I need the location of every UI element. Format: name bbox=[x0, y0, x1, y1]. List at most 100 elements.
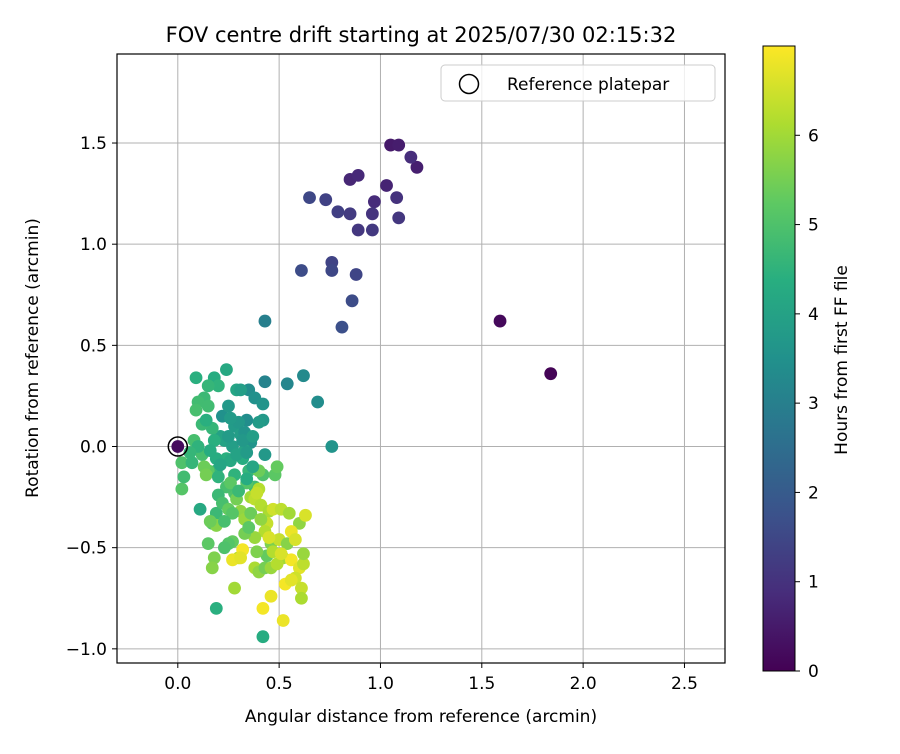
data-point bbox=[199, 468, 213, 482]
data-point bbox=[335, 320, 349, 334]
data-point bbox=[226, 506, 239, 520]
legend-box bbox=[440, 64, 716, 102]
x-axis-label: Angular distance from reference (arcmin) bbox=[245, 707, 597, 727]
data-point bbox=[193, 502, 207, 516]
x-tick-label: 1.5 bbox=[468, 674, 495, 694]
legend: Reference platepar bbox=[440, 64, 716, 102]
data-point bbox=[203, 444, 217, 457]
data-point bbox=[295, 591, 308, 605]
data-point bbox=[274, 547, 288, 561]
data-point bbox=[264, 589, 278, 603]
data-point bbox=[244, 506, 258, 520]
data-point bbox=[351, 168, 365, 182]
data-point bbox=[250, 486, 264, 500]
data-point bbox=[295, 264, 308, 277]
data-point bbox=[228, 581, 241, 595]
colorbar-tick-label: 1 bbox=[808, 573, 819, 593]
data-point bbox=[201, 537, 215, 551]
data-point bbox=[218, 541, 231, 555]
data-point bbox=[270, 460, 284, 474]
data-point bbox=[175, 482, 189, 496]
data-point bbox=[207, 434, 221, 447]
data-point bbox=[367, 195, 381, 209]
data-point bbox=[390, 191, 404, 205]
data-point bbox=[254, 512, 268, 526]
data-point bbox=[284, 573, 298, 587]
data-point bbox=[258, 314, 272, 328]
data-point bbox=[211, 470, 225, 484]
data-point bbox=[303, 191, 316, 205]
colorbar-tick-label: 4 bbox=[808, 305, 819, 325]
data-point bbox=[295, 581, 308, 595]
data-point bbox=[175, 456, 189, 470]
x-tick-label: 1.0 bbox=[367, 674, 394, 694]
data-point bbox=[258, 375, 272, 389]
data-point bbox=[230, 448, 243, 462]
data-point bbox=[256, 397, 270, 411]
legend-marker-icon bbox=[458, 73, 480, 95]
data-point bbox=[189, 403, 203, 417]
colorbar: 0 1 2 3 4 5 6 Hours from first FF file bbox=[762, 45, 852, 682]
data-point bbox=[280, 377, 294, 391]
data-point bbox=[392, 138, 406, 152]
colorbar-tick-label: 6 bbox=[808, 126, 819, 146]
data-point bbox=[171, 440, 185, 453]
data-point bbox=[410, 160, 424, 174]
data-point bbox=[207, 551, 221, 565]
data-point bbox=[250, 545, 264, 559]
y-tick-label: −1.0 bbox=[66, 640, 107, 660]
data-point bbox=[199, 413, 213, 427]
data-point bbox=[205, 561, 219, 575]
data-point bbox=[240, 446, 254, 459]
y-axis-label: Rotation from reference (arcmin) bbox=[23, 218, 43, 498]
data-point bbox=[236, 434, 250, 447]
data-point bbox=[234, 551, 248, 565]
data-point bbox=[201, 379, 215, 393]
data-point bbox=[203, 514, 217, 528]
x-tick-label: 0.0 bbox=[164, 674, 191, 694]
colorbar-tick-label: 5 bbox=[808, 216, 819, 236]
data-points bbox=[171, 138, 558, 644]
data-point bbox=[297, 369, 310, 383]
data-point bbox=[380, 179, 393, 192]
data-point bbox=[297, 547, 310, 561]
data-point bbox=[222, 429, 235, 443]
data-point bbox=[224, 476, 237, 490]
y-tick-label: 1.5 bbox=[80, 134, 107, 154]
data-point bbox=[232, 484, 246, 498]
data-point bbox=[270, 557, 284, 571]
data-point bbox=[211, 379, 225, 393]
data-point bbox=[288, 533, 302, 546]
data-point bbox=[404, 150, 418, 164]
data-point bbox=[189, 371, 203, 385]
x-axis-ticks: 0.0 0.5 1.0 1.5 2.0 2.5 bbox=[164, 663, 698, 694]
data-point bbox=[311, 395, 325, 409]
data-point bbox=[246, 460, 260, 474]
data-point bbox=[544, 367, 558, 381]
y-axis-ticks: −1.0 −0.5 0.0 0.5 1.0 1.5 bbox=[66, 134, 117, 660]
data-point bbox=[201, 399, 215, 413]
data-point bbox=[343, 207, 357, 221]
data-point bbox=[242, 521, 256, 534]
data-point bbox=[349, 268, 363, 281]
data-point bbox=[345, 294, 359, 308]
data-point bbox=[240, 472, 254, 486]
data-point bbox=[220, 363, 233, 377]
data-point bbox=[365, 223, 379, 237]
data-point bbox=[299, 508, 312, 522]
data-point bbox=[222, 399, 235, 413]
data-point bbox=[365, 207, 379, 221]
data-point bbox=[325, 440, 339, 453]
data-point bbox=[218, 514, 231, 528]
data-point bbox=[392, 211, 406, 225]
colorbar-ticks: 0 1 2 3 4 5 6 bbox=[795, 126, 819, 682]
y-tick-label: 1.0 bbox=[80, 235, 107, 255]
x-tick-label: 2.5 bbox=[671, 674, 698, 694]
data-point bbox=[252, 415, 266, 429]
data-point bbox=[284, 553, 298, 567]
y-tick-label: −0.5 bbox=[66, 539, 107, 559]
data-point bbox=[209, 601, 223, 615]
data-point bbox=[234, 383, 248, 397]
reference-marker bbox=[167, 436, 189, 457]
